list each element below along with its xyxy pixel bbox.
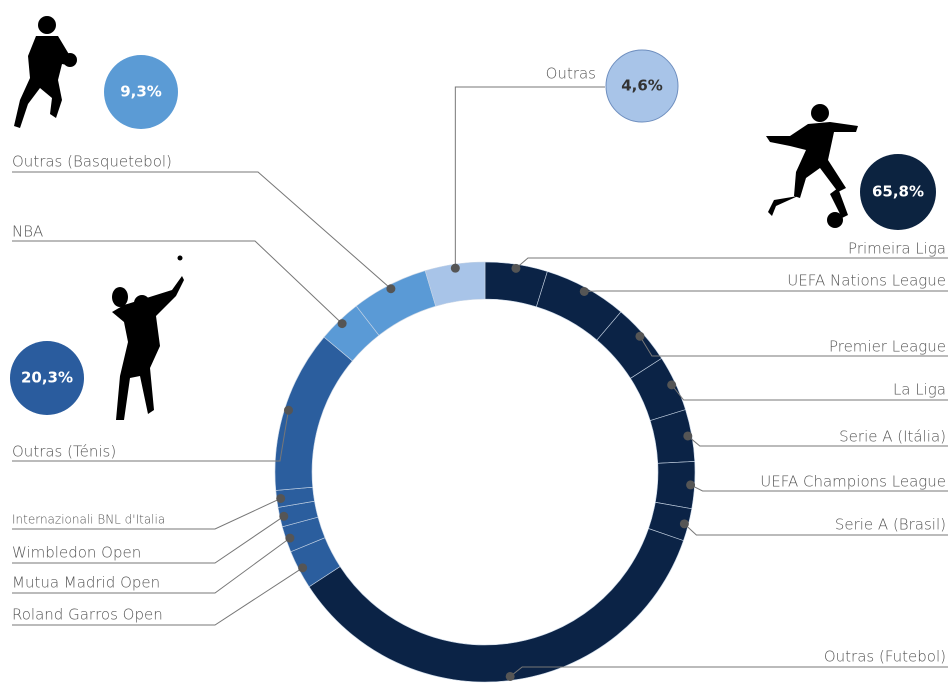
group-bubble — [605, 49, 679, 123]
leader-line — [515, 257, 948, 269]
leader-line — [684, 523, 948, 536]
donut-segment — [308, 528, 684, 683]
label-dot — [450, 263, 460, 273]
leader-line — [687, 435, 948, 447]
category-label: Internazionali BNL d'Italia — [12, 513, 165, 527]
label-dot — [386, 284, 396, 294]
category-label: La Liga — [893, 381, 946, 399]
donut-segment — [424, 261, 486, 307]
label-dot — [683, 431, 693, 441]
leader-line — [12, 240, 343, 324]
label-dot — [298, 563, 308, 573]
label-dot — [667, 380, 677, 390]
group-value-label: 4,6% — [621, 77, 663, 95]
category-label: UEFA Nations League — [787, 272, 946, 290]
label-dot — [511, 263, 521, 273]
category-label: Premier League — [829, 338, 946, 356]
category-label: Roland Garros Open — [12, 606, 163, 624]
leader-line — [12, 410, 289, 462]
label-dot — [337, 319, 347, 329]
group-value-label: 65,8% — [872, 183, 924, 201]
football-player — [766, 104, 858, 228]
label-dot — [285, 533, 295, 543]
leader-line — [12, 171, 392, 290]
tennis-player — [112, 255, 184, 420]
labels: Primeira Liga UEFA Nations League Premier … — [12, 65, 948, 681]
leader-line — [12, 515, 285, 564]
category-label: Wimbledon Open — [12, 544, 141, 562]
label-dot — [679, 519, 689, 529]
label-dot — [283, 405, 293, 415]
leader-line — [12, 498, 281, 530]
leader-line — [12, 567, 303, 626]
leader-line — [639, 335, 948, 357]
donut — [274, 261, 696, 683]
category-label: Serie A (Itália) — [839, 428, 946, 446]
category-label: Outras — [546, 65, 596, 83]
group-bubble — [860, 154, 936, 230]
category-label: Outras (Ténis) — [12, 443, 116, 461]
category-label: Mutua Madrid Open — [12, 574, 160, 592]
category-label: Outras (Basquetebol) — [12, 153, 172, 171]
label-dot — [686, 480, 696, 490]
label-dot — [579, 286, 589, 296]
category-label: Serie A (Brasil) — [835, 516, 946, 534]
group-value-label: 9,3% — [120, 83, 162, 101]
category-label: UEFA Champions League — [760, 473, 946, 491]
label-dot — [505, 671, 515, 681]
category-label: Primeira Liga — [848, 240, 946, 258]
leader-line — [671, 384, 948, 401]
label-dot — [279, 511, 289, 521]
label-dot — [276, 493, 286, 503]
leader-line — [454, 86, 605, 269]
group-bubble — [104, 55, 178, 129]
category-label: Outras (Futebol) — [824, 648, 946, 666]
leader-line — [12, 537, 291, 594]
basketball-player — [14, 16, 77, 128]
group-bubble — [10, 341, 84, 415]
category-label: NBA — [12, 223, 43, 241]
label-dot — [635, 331, 645, 341]
group-value-label: 20,3% — [21, 369, 73, 387]
leader-line — [509, 666, 948, 677]
